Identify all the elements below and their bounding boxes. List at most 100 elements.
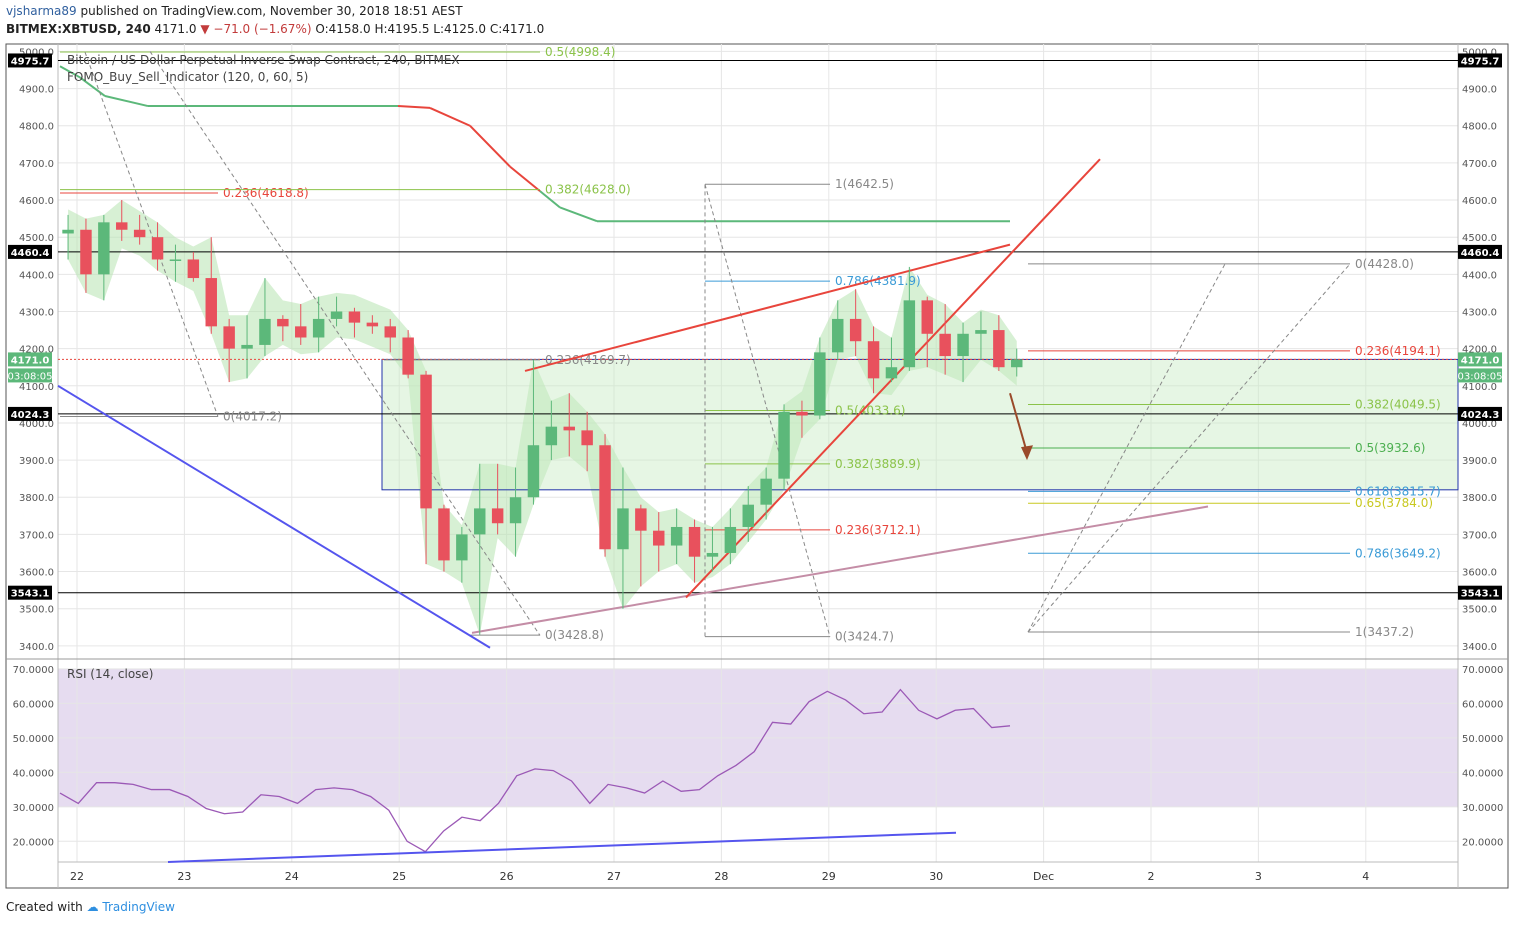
candle-body — [760, 478, 772, 505]
fomo-line-segment — [469, 125, 511, 168]
rsi-tick-label-right: 50.0000 — [1462, 734, 1503, 745]
ticker: BITMEX:XBTUSD, 240 — [6, 22, 151, 36]
x-tick-label: 23 — [177, 870, 191, 883]
fib-level-label: 0.236(3712.1) — [835, 523, 921, 537]
candle-body — [384, 326, 396, 338]
fib-level-label: 0.65(3784.0) — [1355, 496, 1433, 510]
y-tick-label-right: 3700.0 — [1462, 530, 1497, 541]
candle-body — [259, 318, 271, 345]
candle-body — [563, 426, 575, 431]
candle-body — [814, 352, 826, 416]
publish-text: published on TradingView.com, November 3… — [80, 4, 463, 18]
candle-body — [98, 222, 110, 275]
y-tick-label: 4100.0 — [19, 382, 54, 393]
x-tick-label: 28 — [714, 870, 728, 883]
symbol-info: BITMEX:XBTUSD, 240 4171.0 ▼ −71.0 (−1.67… — [6, 22, 544, 36]
rsi-tick-label-right: 60.0000 — [1462, 699, 1503, 710]
fib-diagonal — [84, 52, 219, 417]
rsi-tick-label: 40.0000 — [13, 768, 54, 779]
y-tick-label-right: 4200.0 — [1462, 345, 1497, 356]
candle-body — [617, 508, 629, 550]
y-tick-label: 4900.0 — [19, 85, 54, 96]
y-tick-label: 3800.0 — [19, 493, 54, 504]
candle-body — [187, 259, 200, 279]
fib-level-label: 0(4428.0) — [1355, 257, 1414, 271]
y-tick-label: 4700.0 — [19, 159, 54, 170]
y-tick-label: 3700.0 — [19, 530, 54, 541]
candle-body — [939, 333, 951, 357]
created-with: Created with — [6, 900, 83, 914]
candle-body — [205, 278, 217, 327]
x-tick-label: 22 — [70, 870, 84, 883]
y-tick-label-right: 4600.0 — [1462, 196, 1497, 207]
candle-body — [366, 322, 379, 327]
candle-body — [277, 318, 289, 327]
tradingview-logo-icon[interactable]: ☁ — [86, 900, 99, 914]
fomo-line-segment — [539, 190, 561, 209]
tradingview-link[interactable]: TradingView — [102, 900, 175, 914]
x-tick-label: 27 — [607, 870, 621, 883]
candle-body — [599, 445, 611, 550]
candle-body — [223, 326, 235, 349]
fib-diagonal — [1027, 263, 1351, 633]
countdown-label: 03:08:05 — [1458, 371, 1503, 382]
fomo-line-segment — [559, 206, 598, 223]
price-tag — [8, 244, 52, 259]
y-tick-label-right: 3400.0 — [1462, 642, 1497, 653]
y-tick-label-right: 5000.0 — [1462, 47, 1497, 58]
fib-level-label: 0.5(4033.6) — [835, 403, 905, 417]
y-tick-label-right: 4800.0 — [1462, 122, 1497, 133]
fib-level-label: 0.382(3889.9) — [835, 457, 921, 471]
price-tag — [1458, 53, 1502, 68]
x-tick-label: 25 — [392, 870, 406, 883]
fib-level-label: 0.5(3932.6) — [1355, 441, 1425, 455]
fib-level-label: 0(3424.7) — [835, 630, 894, 644]
y-tick-label-right: 3900.0 — [1462, 456, 1497, 467]
price-tag — [1458, 406, 1502, 421]
price-tag — [8, 53, 52, 68]
price-tag — [1458, 352, 1502, 367]
fomo-line-segment — [104, 95, 149, 108]
projection-arrow-head — [1021, 445, 1033, 461]
fib-level-label: 1(4642.5) — [835, 177, 894, 191]
author-link[interactable]: vjsharma89 — [6, 4, 77, 18]
price-tag-label: 4024.3 — [1461, 410, 1500, 421]
rsi-line — [59, 688, 1011, 853]
candle-body — [330, 311, 343, 319]
price-tag-label: 4460.4 — [11, 248, 50, 259]
countdown-label: 03:08:05 — [8, 371, 53, 382]
y-tick-label: 3600.0 — [19, 568, 54, 579]
countdown-tag — [1458, 368, 1502, 383]
candle-body — [420, 374, 432, 509]
y-tick-label-right: 4000.0 — [1462, 419, 1497, 430]
y-tick-label: 4600.0 — [19, 196, 54, 207]
price-tag-label: 4024.3 — [11, 410, 50, 421]
countdown-tag — [8, 368, 52, 383]
x-tick-label: 4 — [1362, 870, 1369, 883]
price-tag-label: 4460.4 — [1461, 248, 1500, 259]
chart-legend-title: Bitcoin / US Dollar Perpetual Inverse Sw… — [67, 53, 460, 67]
price-tag — [1458, 244, 1502, 259]
projection-arrow — [1009, 392, 1028, 453]
rsi-tick-label-right: 40.0000 — [1462, 768, 1503, 779]
candle-body — [867, 341, 880, 379]
candle-body — [241, 344, 253, 349]
candle-body — [438, 508, 450, 561]
y-tick-label: 4200.0 — [19, 345, 54, 356]
trendline-mauve — [471, 505, 1209, 634]
price-change: ▼ −71.0 (−1.67%) — [200, 22, 312, 36]
candle-body — [706, 552, 719, 557]
candle-body — [295, 326, 307, 338]
candle-body — [885, 367, 898, 379]
rsi-tick-label-right: 20.0000 — [1462, 837, 1503, 848]
x-tick-label: 2 — [1148, 870, 1155, 883]
y-tick-label: 4400.0 — [19, 270, 54, 281]
candle-body — [832, 318, 844, 353]
rsi-tick-label: 60.0000 — [13, 699, 54, 710]
price-tag-label: 4171.0 — [11, 355, 50, 366]
y-tick-label: 3400.0 — [19, 642, 54, 653]
y-tick-label-right: 4100.0 — [1462, 382, 1497, 393]
candle-body — [849, 318, 862, 342]
ohlc-values: O:4158.0 H:4195.5 L:4125.0 C:4171.0 — [315, 22, 545, 36]
